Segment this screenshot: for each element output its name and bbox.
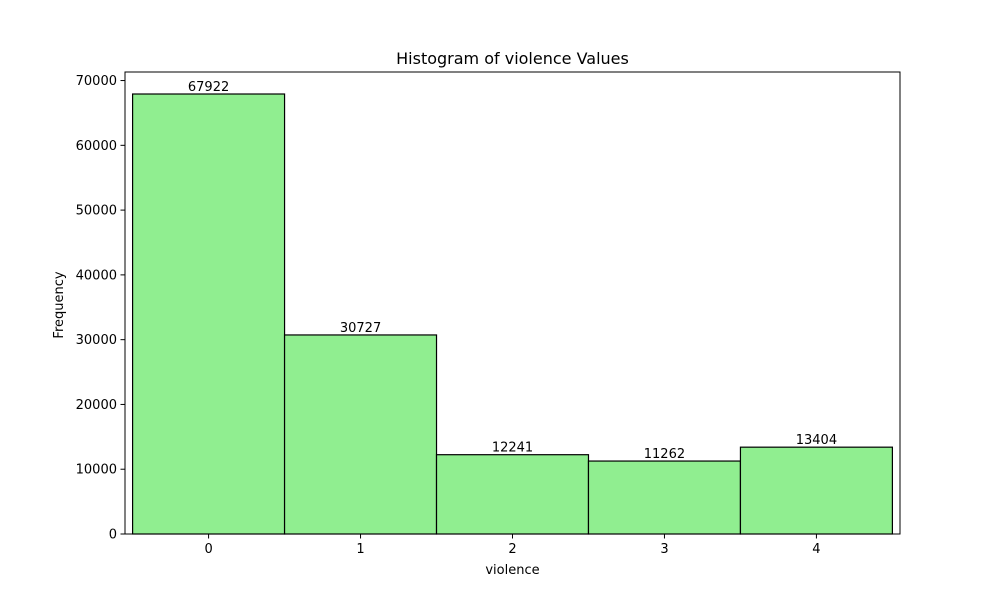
x-tick-label-1: 1: [356, 542, 364, 557]
y-tick-label-10000: 10000: [76, 463, 117, 478]
bar-0: [131, 93, 286, 535]
x-axis-label: violence: [485, 563, 539, 578]
bar-value-label-3: 11262: [644, 447, 685, 462]
x-tick-label-4: 4: [812, 542, 820, 557]
y-tick-label-50000: 50000: [76, 204, 117, 219]
x-tick-label-3: 3: [660, 542, 668, 557]
y-tick-label-60000: 60000: [76, 139, 117, 154]
bar-1: [283, 334, 438, 535]
y-ticks-layer: 0 10000 20000 30000 40000 50000 60000 70000: [76, 74, 125, 543]
y-tick-label-20000: 20000: [76, 398, 117, 413]
bar-value-label-4: 13404: [796, 433, 837, 448]
plot-frame: [124, 71, 901, 535]
y-tick-label-0: 0: [109, 528, 117, 543]
x-tick-label-0: 0: [204, 542, 212, 557]
y-tick-label-70000: 70000: [76, 74, 117, 89]
bar-labels-layer: 67922 30727 12241 11262 13404: [188, 80, 837, 462]
x-ticks-layer: 0 1 2 3 4: [204, 534, 821, 557]
y-tick-label-30000: 30000: [76, 333, 117, 348]
bar-value-label-1: 30727: [340, 321, 381, 336]
chart-title: Histogram of violence Values: [396, 49, 629, 68]
bar-value-label-2: 12241: [492, 441, 533, 456]
bar-value-label-0: 67922: [188, 80, 229, 95]
x-tick-label-2: 2: [508, 542, 516, 557]
bars-layer: [131, 93, 894, 535]
y-tick-label-40000: 40000: [76, 268, 117, 283]
y-axis-label: Frequency: [52, 271, 67, 338]
bar-4: [739, 446, 894, 535]
bar-2: [435, 454, 590, 535]
bar-3: [587, 460, 742, 535]
